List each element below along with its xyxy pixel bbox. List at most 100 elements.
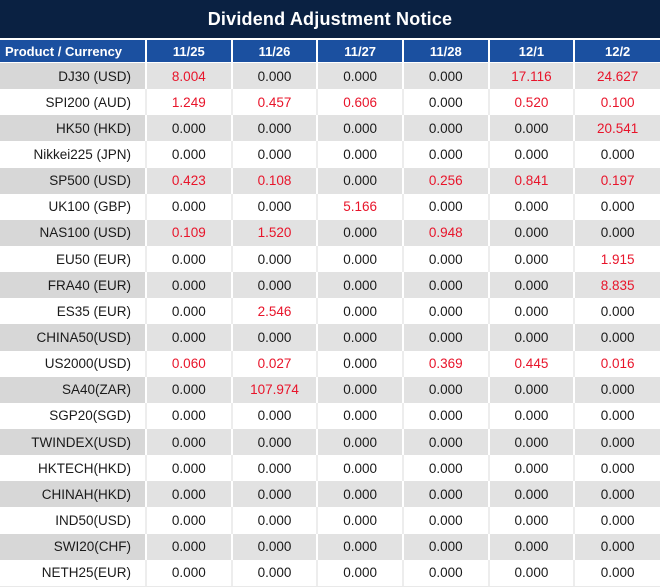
value-cell: 0.000 [574, 298, 660, 325]
value-cell: 0.000 [231, 324, 319, 351]
value-cell: 0.000 [231, 402, 319, 429]
product-cell: EU50 (EUR) [0, 245, 147, 273]
value-cell: 0.109 [146, 219, 233, 246]
value-cell: 0.000 [574, 455, 660, 482]
product-cell: NETH25(EUR) [0, 559, 147, 587]
table-row: SGP20(SGD) 0.000 0.000 0.000 0.000 0.000 0.000 [0, 402, 660, 429]
product-cell: NAS100 (USD) [0, 219, 147, 246]
value-cell: 0.000 [402, 402, 490, 429]
product-cell: CHINAH(HKD) [0, 481, 147, 508]
value-cell: 0.000 [231, 533, 319, 560]
value-cell: 0.000 [488, 193, 576, 220]
product-cell: HKTECH(HKD) [0, 455, 147, 482]
column-header-date-2: 11/26 [231, 40, 319, 63]
product-cell: DJ30 (USD) [0, 62, 147, 90]
value-cell: 0.457 [231, 89, 319, 116]
product-cell: SPI200 (AUD) [0, 89, 147, 116]
value-cell: 0.000 [574, 193, 660, 220]
product-cell: UK100 (GBP) [0, 193, 147, 220]
value-cell: 0.000 [317, 350, 404, 377]
value-cell: 0.000 [574, 402, 660, 429]
value-cell: 0.000 [488, 298, 576, 325]
value-cell: 0.000 [402, 428, 490, 456]
table-row: NETH25(EUR) 0.000 0.000 0.000 0.000 0.000 0.00… [0, 559, 660, 587]
table-row: ES35 (EUR) 0.000 2.546 0.000 0.000 0.000 0.000 [0, 298, 660, 325]
table-row: HK50 (HKD) 0.000 0.000 0.000 0.000 0.000 20.54… [0, 115, 660, 142]
value-cell: 0.000 [317, 62, 404, 90]
table-row: IND50(USD) 0.000 0.000 0.000 0.000 0.000 0.000 [0, 507, 660, 534]
value-cell: 0.000 [317, 428, 404, 456]
value-cell: 0.000 [574, 533, 660, 560]
value-cell: 0.000 [402, 89, 490, 116]
table-row: SWI20(CHF) 0.000 0.000 0.000 0.000 0.000 0.000 [0, 533, 660, 560]
value-cell: 0.000 [146, 245, 233, 273]
table-row: CHINAH(HKD) 0.000 0.000 0.000 0.000 0.000 0.00… [0, 481, 660, 508]
value-cell: 0.000 [231, 455, 319, 482]
column-header-date-4: 11/28 [402, 40, 490, 63]
value-cell: 1.520 [231, 219, 319, 246]
value-cell: 0.000 [317, 376, 404, 403]
value-cell: 0.000 [146, 115, 233, 142]
table-row: SA40(ZAR) 0.000 107.974 0.000 0.000 0.000 0.00… [0, 376, 660, 403]
value-cell: 0.197 [574, 167, 660, 194]
product-cell: Nikkei225 (JPN) [0, 141, 147, 168]
value-cell: 0.000 [488, 455, 576, 482]
value-cell: 0.000 [146, 141, 233, 168]
column-header-date-6: 12/2 [574, 40, 660, 63]
product-cell: SP500 (USD) [0, 167, 147, 194]
value-cell: 0.948 [402, 219, 490, 246]
value-cell: 0.000 [317, 324, 404, 351]
value-cell: 107.974 [231, 376, 319, 403]
value-cell: 0.000 [146, 402, 233, 429]
product-cell: TWINDEX(USD) [0, 428, 147, 456]
value-cell: 0.000 [317, 559, 404, 587]
value-cell: 0.000 [231, 507, 319, 534]
value-cell: 0.000 [317, 402, 404, 429]
product-cell: SGP20(SGD) [0, 402, 147, 429]
value-cell: 0.000 [488, 245, 576, 273]
value-cell: 5.166 [317, 193, 404, 220]
value-cell: 0.000 [488, 376, 576, 403]
value-cell: 0.000 [402, 115, 490, 142]
value-cell: 0.000 [402, 559, 490, 587]
column-header-date-1: 11/25 [146, 40, 233, 63]
value-cell: 0.000 [574, 324, 660, 351]
value-cell: 0.000 [317, 481, 404, 508]
value-cell: 0.000 [488, 115, 576, 142]
header-row: Product / Currency 11/25 11/26 11/27 11/… [0, 40, 660, 63]
value-cell: 0.000 [574, 141, 660, 168]
value-cell: 0.000 [574, 481, 660, 508]
value-cell: 1.915 [574, 245, 660, 273]
table-row: SPI200 (AUD) 1.249 0.457 0.606 0.000 0.520 0.1… [0, 89, 660, 116]
value-cell: 0.000 [574, 428, 660, 456]
product-cell: FRA40 (EUR) [0, 272, 147, 299]
product-cell: ES35 (EUR) [0, 298, 147, 325]
table-row: FRA40 (EUR) 0.000 0.000 0.000 0.000 0.000 8.83… [0, 272, 660, 299]
value-cell: 0.000 [488, 272, 576, 299]
value-cell: 0.060 [146, 350, 233, 377]
value-cell: 0.000 [146, 298, 233, 325]
value-cell: 0.000 [231, 481, 319, 508]
value-cell: 0.000 [402, 62, 490, 90]
value-cell: 0.000 [231, 115, 319, 142]
value-cell: 0.000 [231, 193, 319, 220]
table-row: US2000(USD) 0.060 0.027 0.000 0.369 0.445 0.01… [0, 350, 660, 377]
value-cell: 0.000 [317, 167, 404, 194]
value-cell: 0.000 [488, 428, 576, 456]
value-cell: 0.000 [488, 481, 576, 508]
product-cell: SWI20(CHF) [0, 533, 147, 560]
value-cell: 0.520 [488, 89, 576, 116]
value-cell: 0.000 [402, 193, 490, 220]
value-cell: 0.000 [402, 298, 490, 325]
value-cell: 0.000 [488, 324, 576, 351]
value-cell: 0.000 [231, 559, 319, 587]
value-cell: 0.000 [402, 245, 490, 273]
product-cell: US2000(USD) [0, 350, 147, 377]
table-row: Nikkei225 (JPN) 0.000 0.000 0.000 0.000 0.000… [0, 141, 660, 168]
value-cell: 0.000 [317, 115, 404, 142]
value-cell: 0.027 [231, 350, 319, 377]
value-cell: 0.000 [231, 62, 319, 90]
value-cell: 0.000 [146, 272, 233, 299]
column-header-date-5: 12/1 [488, 40, 576, 63]
